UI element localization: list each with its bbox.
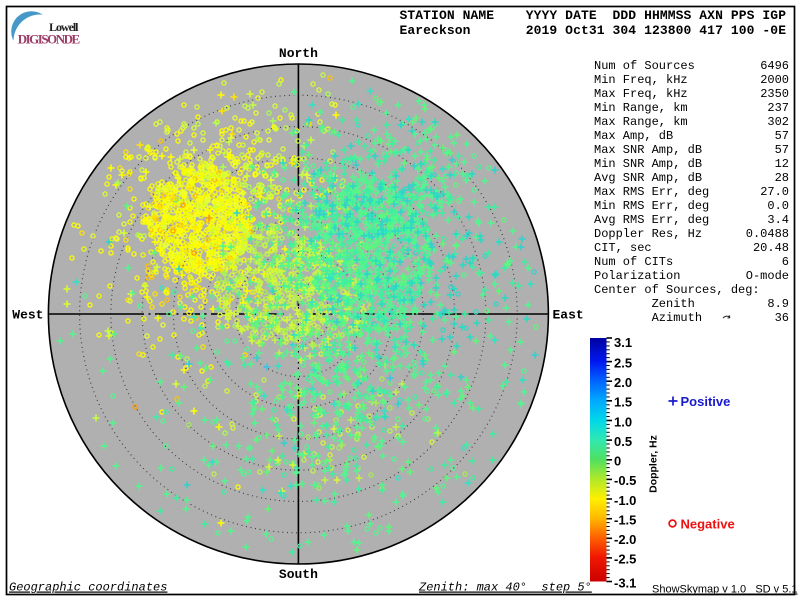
svg-text:57: 57 bbox=[775, 129, 789, 143]
svg-text:302: 302 bbox=[767, 115, 789, 129]
svg-text:Max Amp, dB: Max Amp, dB bbox=[594, 129, 673, 143]
svg-text:28: 28 bbox=[775, 171, 789, 185]
svg-text:2000: 2000 bbox=[760, 73, 789, 87]
svg-text:27.0: 27.0 bbox=[760, 185, 789, 199]
svg-text:ShowSkymap v 1.0 SD v 5.1: ShowSkymap v 1.0 SD v 5.1 bbox=[652, 584, 798, 596]
svg-text:237: 237 bbox=[767, 101, 789, 115]
svg-text:2350: 2350 bbox=[760, 87, 789, 101]
svg-text:-1.0: -1.0 bbox=[614, 493, 636, 508]
svg-text:Eareckson 2019 Oct31 304: Eareckson 2019 Oct31 304 123800 417 100 … bbox=[400, 23, 787, 38]
svg-text:Max Freq, kHz: Max Freq, kHz bbox=[594, 87, 688, 101]
svg-text:West: West bbox=[12, 308, 43, 323]
svg-text:6: 6 bbox=[782, 255, 789, 269]
svg-text:Zenith: max 40° step 5°: Zenith: max 40° step 5° bbox=[418, 581, 592, 595]
svg-text:6496: 6496 bbox=[760, 59, 789, 73]
svg-text:2.0: 2.0 bbox=[614, 375, 632, 390]
svg-text:Min SNR Amp, dB: Min SNR Amp, dB bbox=[594, 157, 702, 171]
svg-text:-3.1: -3.1 bbox=[614, 575, 636, 590]
svg-text:Min Range, km: Min Range, km bbox=[594, 101, 688, 115]
svg-text:Negative: Negative bbox=[681, 517, 735, 532]
svg-text:8.9: 8.9 bbox=[767, 297, 789, 311]
svg-text:STATION NAME YYYY DATE DDD: STATION NAME YYYY DATE DDD HHMMSS AXN PP… bbox=[400, 8, 787, 23]
svg-text:Lowell: Lowell bbox=[49, 20, 79, 34]
svg-text:1.0: 1.0 bbox=[614, 414, 632, 429]
svg-text:0: 0 bbox=[614, 454, 621, 469]
svg-text:0.5: 0.5 bbox=[614, 434, 632, 449]
svg-text:Max RMS Err, deg: Max RMS Err, deg bbox=[594, 185, 709, 199]
svg-text:Min Freq, kHz: Min Freq, kHz bbox=[594, 73, 688, 87]
svg-text:1.5: 1.5 bbox=[614, 395, 632, 410]
svg-text:3.1: 3.1 bbox=[614, 335, 632, 350]
svg-text:Geographic coordinates: Geographic coordinates bbox=[9, 581, 167, 595]
svg-text:12: 12 bbox=[775, 157, 789, 171]
svg-text:0.0488: 0.0488 bbox=[746, 227, 789, 241]
svg-text:Doppler Res, Hz: Doppler Res, Hz bbox=[594, 227, 702, 241]
svg-text:Azimuth: Azimuth bbox=[594, 311, 702, 325]
svg-text:-2.5: -2.5 bbox=[614, 552, 636, 567]
svg-text:South: South bbox=[279, 567, 318, 582]
svg-text:Num of Sources: Num of Sources bbox=[594, 59, 695, 73]
svg-text:Max Range, km: Max Range, km bbox=[594, 115, 688, 129]
svg-text:3.4: 3.4 bbox=[767, 213, 789, 227]
svg-text:-1.5: -1.5 bbox=[614, 513, 636, 528]
svg-text:Min RMS Err, deg: Min RMS Err, deg bbox=[594, 199, 709, 213]
svg-text:57: 57 bbox=[775, 143, 789, 157]
svg-text:Center of Sources, deg:: Center of Sources, deg: bbox=[594, 283, 760, 297]
svg-text:2.5: 2.5 bbox=[614, 355, 632, 370]
svg-text:Polarization: Polarization bbox=[594, 269, 680, 283]
svg-text:Positive: Positive bbox=[681, 394, 731, 409]
svg-text:Doppler, Hz: Doppler, Hz bbox=[648, 435, 660, 493]
svg-text:Avg SNR Amp, dB: Avg SNR Amp, dB bbox=[594, 171, 702, 185]
svg-text:Num of CITs: Num of CITs bbox=[594, 255, 673, 269]
svg-text:Max SNR Amp, dB: Max SNR Amp, dB bbox=[594, 143, 702, 157]
svg-text:36: 36 bbox=[775, 311, 789, 325]
svg-text:North: North bbox=[279, 46, 318, 61]
svg-text:-0.5: -0.5 bbox=[614, 473, 636, 488]
svg-text:Zenith: Zenith bbox=[594, 297, 695, 311]
svg-text:East: East bbox=[553, 308, 584, 323]
svg-text:0.0: 0.0 bbox=[767, 199, 789, 213]
svg-text:Avg RMS Err, deg: Avg RMS Err, deg bbox=[594, 213, 709, 227]
svg-text:DIGISONDE: DIGISONDE bbox=[18, 31, 80, 46]
svg-text:O-mode: O-mode bbox=[746, 269, 789, 283]
svg-text:20.48: 20.48 bbox=[753, 241, 789, 255]
svg-text:-2.0: -2.0 bbox=[614, 532, 636, 547]
svg-text:CIT, sec: CIT, sec bbox=[594, 241, 652, 255]
